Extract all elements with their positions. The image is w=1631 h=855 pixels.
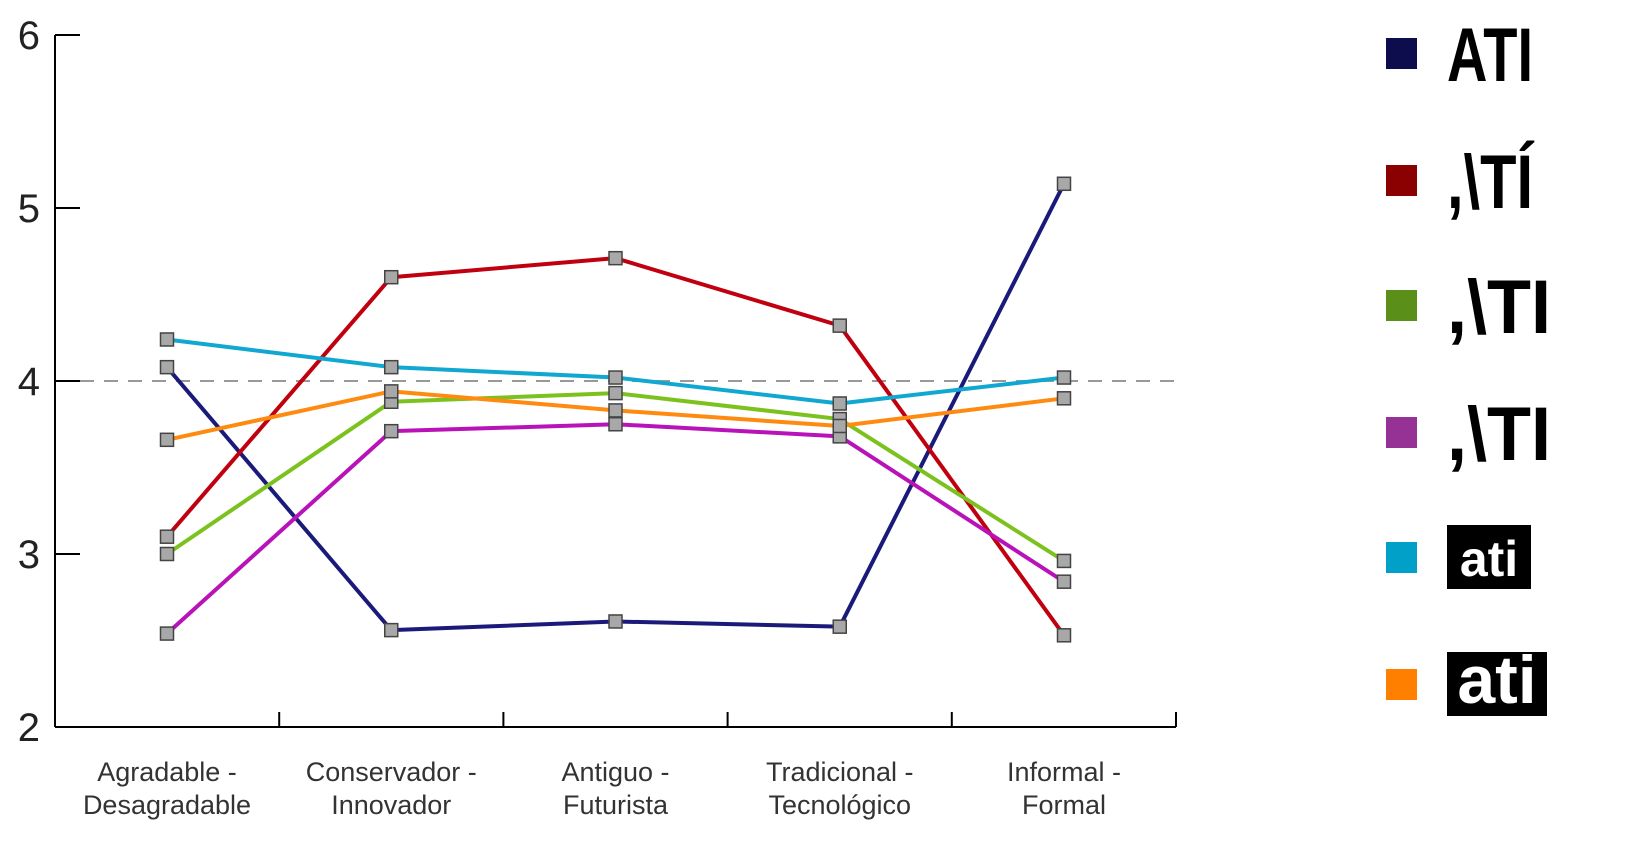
data-point (832, 418, 847, 434)
legend-label: ,\TÍ (1447, 140, 1534, 225)
x-category-label: Desagradable (83, 790, 251, 820)
legend-label: ati (1457, 642, 1536, 718)
y-tick-label: 3 (18, 533, 40, 577)
x-category-label: Agradable - (97, 757, 237, 787)
x-category-label: Conservador - (306, 757, 477, 787)
data-point (1056, 391, 1072, 406)
series-line (165, 256, 1066, 637)
data-point (384, 384, 399, 399)
x-category-labels: Agradable -Desagradable Conservador -Inno… (83, 757, 1121, 820)
legend-label: ,\TI (1447, 392, 1551, 477)
data-point (159, 546, 175, 562)
chart-axes (54, 34, 1177, 728)
data-point (159, 332, 175, 347)
x-category-label: Tradicional - (766, 757, 914, 787)
data-point (384, 269, 399, 285)
data-point (608, 403, 623, 418)
data-point (608, 385, 623, 401)
legend-label: ATI (1447, 13, 1533, 98)
data-point (832, 318, 847, 333)
legend-label: ,\TI (1447, 265, 1551, 350)
data-point (159, 529, 175, 544)
series-markers (159, 176, 1072, 643)
x-category-label: Futurista (563, 790, 669, 820)
y-tick-label: 6 (18, 14, 40, 58)
data-point (1056, 628, 1072, 643)
x-category-label: Informal - (1007, 757, 1121, 787)
data-point (832, 619, 847, 634)
data-point (608, 250, 623, 266)
legend-swatch (1386, 417, 1417, 448)
x-category-label: Formal (1022, 790, 1106, 820)
data-point (1056, 574, 1072, 589)
data-point (608, 370, 623, 385)
series-line (165, 422, 1066, 636)
y-tick-label: 2 (18, 706, 40, 750)
legend-label: ati (1460, 531, 1518, 587)
y-tick-labels: 2 3 4 5 6 (18, 14, 40, 750)
x-category-label: Innovador (331, 790, 451, 820)
data-point (159, 432, 175, 448)
y-tick-label: 4 (18, 360, 40, 404)
data-point (608, 417, 623, 432)
data-point (384, 423, 399, 439)
data-point (832, 396, 847, 411)
data-point (384, 622, 399, 638)
x-category-label: Tecnológico (768, 790, 911, 820)
legend-logo-box (1447, 652, 1547, 716)
data-point (608, 614, 623, 629)
data-point (159, 626, 175, 641)
data-point (1056, 370, 1072, 385)
legend-swatch (1386, 669, 1417, 700)
data-point (1056, 176, 1072, 192)
legend-swatch (1386, 542, 1417, 573)
data-point (159, 359, 175, 375)
legend: ATI ,\TÍ ,\TI ,\TI ati ati (1386, 13, 1551, 718)
x-category-label: Antiguo - (561, 757, 669, 787)
legend-swatch (1386, 38, 1417, 69)
legend-swatch (1386, 165, 1417, 196)
legend-swatch (1386, 290, 1417, 321)
data-point (384, 359, 399, 375)
y-tick-label: 5 (18, 187, 40, 231)
legend-logo-box (1447, 525, 1531, 589)
data-point (1056, 553, 1072, 569)
